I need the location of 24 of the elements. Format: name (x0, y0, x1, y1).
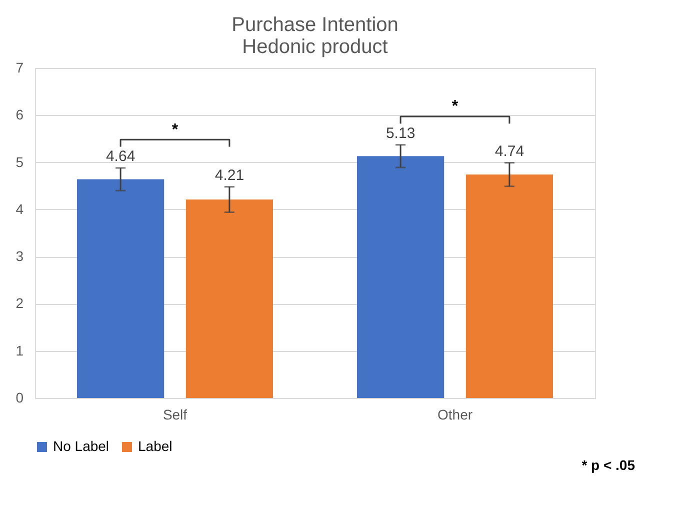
annotation: * (172, 121, 179, 138)
bar (77, 179, 164, 398)
x-tick-label: Other (437, 406, 473, 422)
y-tick-label: 5 (16, 154, 24, 170)
y-tick-label: 2 (16, 295, 24, 312)
y-tick-label: 6 (16, 106, 24, 123)
bar (186, 200, 273, 398)
chart-title: Purchase Intention Hedonic product (232, 14, 398, 58)
legend-label: Label (138, 438, 172, 454)
y-tick-label: 0 (16, 390, 24, 406)
legend-label: No Label (53, 438, 110, 454)
bar (357, 156, 444, 398)
text: * p < .05 (582, 457, 636, 473)
x-tick-label: Self (162, 406, 188, 422)
annotation: * (452, 98, 459, 116)
data-label: 4.64 (106, 148, 136, 165)
y-tick-label: 3 (16, 248, 24, 264)
y-tick-label: 1 (16, 342, 24, 358)
data-label: 4.21 (214, 166, 244, 184)
y-tick-label: 4 (16, 200, 24, 217)
y-tick-label: 7 (16, 60, 24, 76)
data-label: 5.13 (386, 124, 416, 142)
data-label: 4.74 (494, 142, 524, 160)
bar (466, 174, 553, 398)
